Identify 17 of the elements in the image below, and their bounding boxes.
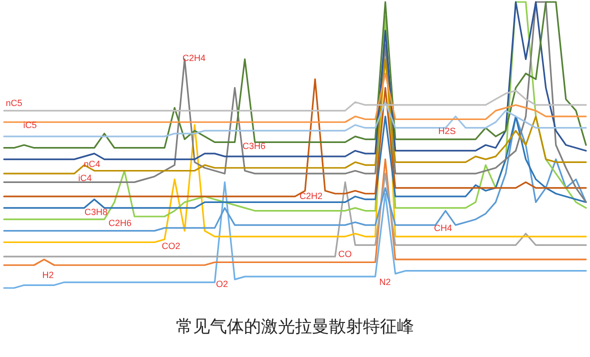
annotation: iC4 — [78, 173, 92, 183]
annotation: C3H8 — [84, 207, 108, 217]
annotation: C2H2 — [299, 191, 323, 201]
annotation: iC5 — [23, 120, 37, 130]
text: 常见气体的激光拉曼散射特征峰 — [176, 317, 414, 337]
annotation: CO — [338, 249, 352, 259]
annotation: H2S — [438, 126, 456, 136]
annotation: CO2 — [162, 241, 180, 251]
annotation: H2 — [42, 270, 54, 280]
annotation: C2H4 — [182, 53, 206, 63]
annotation: N2 — [379, 277, 391, 287]
annotation: nC5 — [6, 98, 22, 108]
annotation: C2H6 — [108, 218, 132, 228]
annotation: C3H6 — [242, 141, 266, 151]
annotation: O2 — [216, 279, 228, 289]
annotation: nC4 — [84, 159, 100, 169]
annotation: CH4 — [434, 223, 452, 233]
